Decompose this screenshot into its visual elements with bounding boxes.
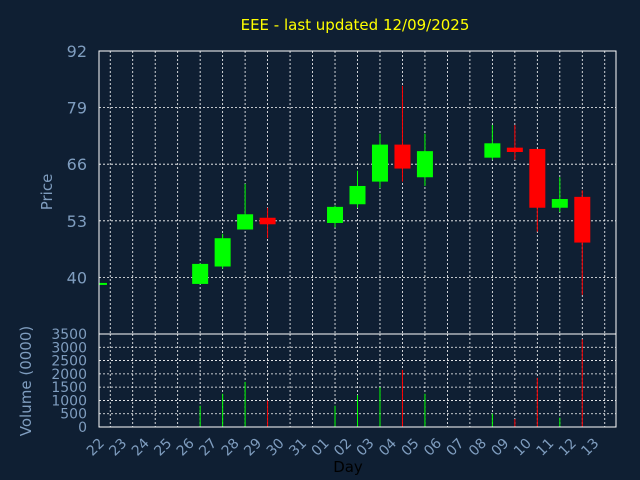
volume-tick-label: 1000 [51, 393, 87, 409]
x-tick-label: 09 [489, 436, 513, 460]
x-tick-label: 23 [106, 436, 130, 460]
x-tick-label: 26 [174, 435, 198, 459]
x-tick-label: 10 [511, 436, 535, 460]
volume-tick-label: 0 [78, 420, 87, 436]
price-axis-label: Price [38, 174, 56, 211]
price-tick-label: 66 [67, 155, 87, 174]
volume-tick-label: 3000 [51, 340, 87, 356]
x-tick-label: 08 [466, 436, 490, 460]
x-tick-label: 05 [399, 436, 423, 460]
x-tick-label: 02 [331, 436, 355, 460]
volume-panel-border [98, 333, 617, 428]
price-tick-label: 40 [67, 268, 87, 287]
volume-tick-label: 1500 [51, 380, 87, 396]
x-tick-label: 13 [578, 436, 602, 460]
volume-tick-label: 500 [60, 407, 87, 423]
volume-tick-label: 3500 [51, 327, 87, 343]
candle-body [394, 144, 411, 169]
candle-body [237, 214, 254, 230]
volume-tick-label: 2500 [51, 354, 87, 370]
volume-axis-label: Volume (0000) [17, 326, 35, 436]
x-tick-label: 28 [219, 436, 243, 460]
candle-body [551, 199, 568, 208]
x-tick-label: 31 [286, 436, 310, 460]
x-tick-label: 12 [556, 436, 580, 460]
chart-title: EEE - last updated 12/09/2025 [241, 16, 470, 34]
x-tick-label: 29 [241, 436, 265, 460]
candle-body [259, 217, 276, 225]
candle-body [349, 185, 366, 205]
x-tick-label: 06 [421, 435, 445, 459]
candle-body [574, 196, 591, 243]
x-tick-label: 11 [533, 436, 557, 460]
x-tick-label: 30 [264, 436, 288, 460]
candle-body [529, 148, 546, 208]
x-tick-label: 22 [84, 436, 108, 460]
x-tick-label: 07 [444, 436, 468, 460]
volume-tick-label: 2000 [51, 367, 87, 383]
candle-body [371, 144, 388, 182]
x-axis: 2223242526272829303101020304050607080910… [84, 435, 602, 459]
x-tick-label: 27 [196, 436, 220, 460]
candle-body [192, 263, 209, 284]
price-tick-label: 92 [67, 42, 87, 61]
x-tick-label: 04 [376, 435, 400, 459]
candle-body [214, 238, 231, 267]
candle-body [416, 151, 433, 178]
price-tick-label: 53 [67, 212, 87, 231]
x-tick-label: 01 [309, 436, 333, 460]
candle-body [506, 147, 523, 153]
x-tick-label: 25 [151, 436, 175, 460]
price-panel: 40 53 66 79 92 [67, 42, 617, 335]
price-tick-label: 79 [67, 99, 87, 118]
x-tick-label: 03 [354, 436, 378, 460]
x-axis-label: Day [333, 458, 363, 476]
candle-body [327, 206, 344, 223]
x-tick-label: 24 [129, 435, 153, 459]
candle-body [484, 143, 501, 158]
